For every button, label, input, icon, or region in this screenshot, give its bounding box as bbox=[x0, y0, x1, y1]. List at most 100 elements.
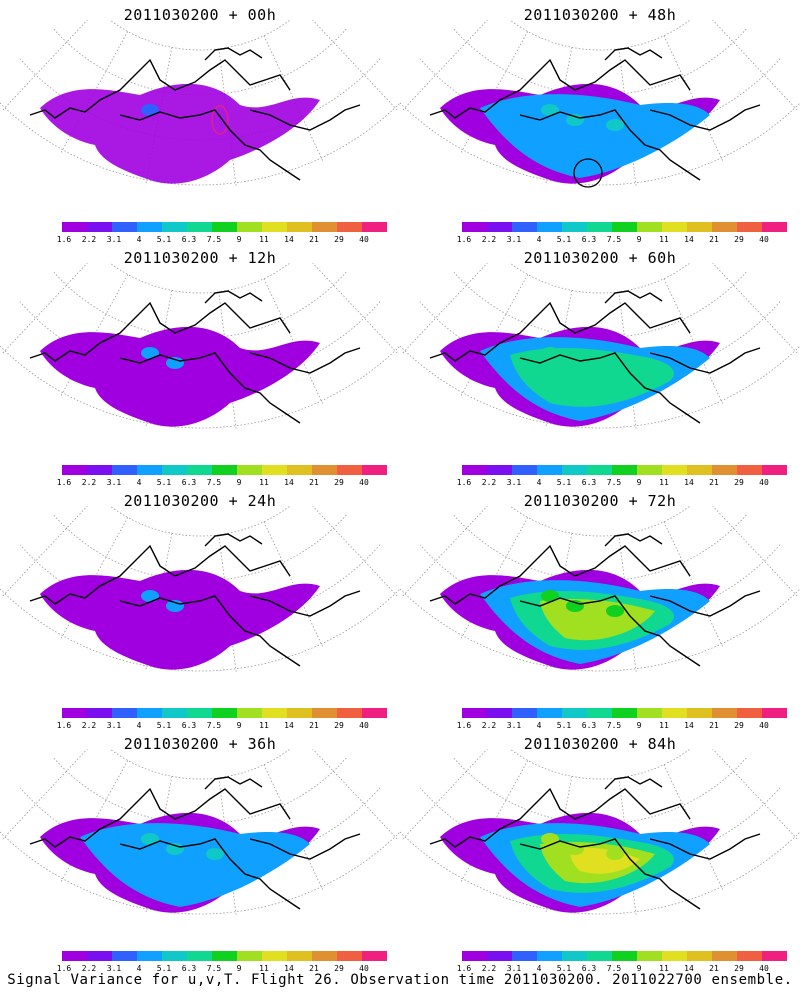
colorbar-tick-label: 14 bbox=[284, 964, 294, 973]
colorbar-swatch bbox=[137, 465, 162, 475]
colorbar-swatch bbox=[337, 708, 362, 718]
panel-title: 2011030200 + 60h bbox=[523, 249, 677, 267]
colorbar-tick-label: 1.6 bbox=[456, 478, 472, 487]
colorbar-swatch bbox=[587, 708, 612, 718]
colorbar-tick-label: 11 bbox=[259, 478, 269, 487]
colorbar-tick-label: 29 bbox=[734, 964, 744, 973]
colorbar-labels: 1.6 2.2 3.1 4 5.1 6.3 7.5 9 11 14 21 29 40 bbox=[57, 964, 369, 974]
map-panel: 2011030200 + 72h 1.6 2.2 3.1 4 5.1 6.3 7.5 9 11 14… bbox=[400, 486, 800, 730]
colorbar-swatch bbox=[512, 465, 537, 475]
colorbar-tick-label: 5.1 bbox=[156, 478, 172, 487]
colorbar-tick-label: 29 bbox=[734, 235, 744, 244]
colorbar-tick-label: 2.2 bbox=[81, 478, 97, 487]
colorbar-tick-label: 3.1 bbox=[506, 964, 522, 973]
colorbar-tick-label: 2.2 bbox=[481, 235, 497, 244]
colorbar-swatch bbox=[662, 708, 687, 718]
colorbar-swatch bbox=[512, 951, 537, 961]
colorbar-swatch bbox=[187, 708, 212, 718]
colorbar-tick-label: 7.5 bbox=[606, 478, 622, 487]
panel-title: 2011030200 + 12h bbox=[123, 249, 277, 267]
colorbar-tick-label: 29 bbox=[334, 964, 344, 973]
colorbar-tick-label: 6.3 bbox=[581, 964, 597, 973]
colorbar-swatch bbox=[62, 222, 87, 232]
panel-title: 2011030200 + 72h bbox=[523, 492, 677, 510]
colorbar-tick-label: 40 bbox=[359, 235, 369, 244]
colorbar bbox=[462, 465, 787, 475]
colorbar-tick-label: 9 bbox=[236, 721, 242, 730]
colorbar-swatch bbox=[637, 951, 662, 961]
colorbar-tick-label: 4 bbox=[136, 478, 142, 487]
colorbar-tick-label: 11 bbox=[259, 721, 269, 730]
forecast-map bbox=[400, 263, 800, 431]
colorbar-swatch bbox=[287, 951, 312, 961]
colorbar bbox=[462, 951, 787, 961]
colorbar-labels: 1.6 2.2 3.1 4 5.1 6.3 7.5 9 11 14 21 29 40 bbox=[457, 478, 769, 488]
colorbar-swatch bbox=[562, 951, 587, 961]
forecast-map bbox=[0, 263, 400, 431]
colorbar-swatch bbox=[362, 222, 387, 232]
colorbar-swatch bbox=[187, 222, 212, 232]
colorbar-swatch bbox=[637, 222, 662, 232]
colorbar-tick-label: 2.2 bbox=[481, 721, 497, 730]
colorbar-swatch bbox=[712, 465, 737, 475]
colorbar-swatch bbox=[487, 708, 512, 718]
map-panel: 2011030200 + 36h 1.6 2.2 3.1 4 5.1 6.3 7.5 9 11 14… bbox=[0, 729, 400, 973]
colorbar-swatch bbox=[712, 708, 737, 718]
colorbar-tick-label: 40 bbox=[759, 478, 769, 487]
colorbar-tick-label: 3.1 bbox=[506, 235, 522, 244]
colorbar-swatch bbox=[562, 465, 587, 475]
colorbar-tick-label: 4 bbox=[136, 235, 142, 244]
colorbar-tick-label: 1.6 bbox=[456, 721, 472, 730]
colorbar-tick-label: 29 bbox=[334, 478, 344, 487]
colorbar-tick-label: 40 bbox=[359, 721, 369, 730]
colorbar-swatch bbox=[87, 708, 112, 718]
colorbar-tick-label: 5.1 bbox=[556, 235, 572, 244]
colorbar-tick-label: 11 bbox=[659, 235, 669, 244]
forecast-map bbox=[400, 506, 800, 674]
colorbar-tick-label: 6.3 bbox=[581, 235, 597, 244]
colorbar-tick-label: 11 bbox=[659, 964, 669, 973]
colorbar-tick-label: 7.5 bbox=[606, 721, 622, 730]
colorbar-swatch bbox=[737, 708, 762, 718]
colorbar-swatch bbox=[662, 951, 687, 961]
colorbar-swatch bbox=[312, 465, 337, 475]
forecast-map bbox=[400, 20, 800, 188]
colorbar-tick-label: 1.6 bbox=[56, 964, 72, 973]
colorbar-swatch bbox=[312, 222, 337, 232]
colorbar-swatch bbox=[87, 222, 112, 232]
colorbar-tick-label: 29 bbox=[734, 721, 744, 730]
colorbar-swatch bbox=[487, 222, 512, 232]
colorbar-tick-label: 3.1 bbox=[106, 478, 122, 487]
colorbar-tick-label: 9 bbox=[636, 964, 642, 973]
panel-title: 2011030200 + 24h bbox=[123, 492, 277, 510]
colorbar-swatch bbox=[137, 222, 162, 232]
colorbar-tick-label: 21 bbox=[709, 721, 719, 730]
colorbar-tick-label: 4 bbox=[536, 235, 542, 244]
colorbar-swatch bbox=[112, 951, 137, 961]
colorbar-tick-label: 9 bbox=[236, 964, 242, 973]
colorbar-swatch bbox=[762, 708, 787, 718]
colorbar-tick-label: 11 bbox=[259, 235, 269, 244]
colorbar-tick-label: 9 bbox=[236, 235, 242, 244]
colorbar-tick-label: 1.6 bbox=[56, 235, 72, 244]
colorbar-swatch bbox=[487, 465, 512, 475]
colorbar-swatch bbox=[337, 465, 362, 475]
colorbar-tick-label: 1.6 bbox=[56, 721, 72, 730]
colorbar-swatch bbox=[312, 951, 337, 961]
colorbar bbox=[62, 465, 387, 475]
colorbar-swatch bbox=[287, 222, 312, 232]
colorbar-tick-label: 6.3 bbox=[581, 721, 597, 730]
panel-title: 2011030200 + 00h bbox=[123, 6, 277, 24]
colorbar-tick-label: 5.1 bbox=[556, 964, 572, 973]
colorbar-swatch bbox=[562, 222, 587, 232]
colorbar-swatch bbox=[537, 465, 562, 475]
colorbar-tick-label: 7.5 bbox=[206, 478, 222, 487]
colorbar-swatch bbox=[62, 465, 87, 475]
colorbar-tick-label: 21 bbox=[309, 964, 319, 973]
colorbar-swatch bbox=[637, 465, 662, 475]
colorbar-swatch bbox=[162, 708, 187, 718]
map-panel: 2011030200 + 12h 1.6 2.2 3.1 4 5.1 6.3 7.5 9 11 14… bbox=[0, 243, 400, 487]
colorbar-swatch bbox=[262, 708, 287, 718]
colorbar-tick-label: 6.3 bbox=[581, 478, 597, 487]
colorbar-labels: 1.6 2.2 3.1 4 5.1 6.3 7.5 9 11 14 21 29 40 bbox=[57, 235, 369, 245]
